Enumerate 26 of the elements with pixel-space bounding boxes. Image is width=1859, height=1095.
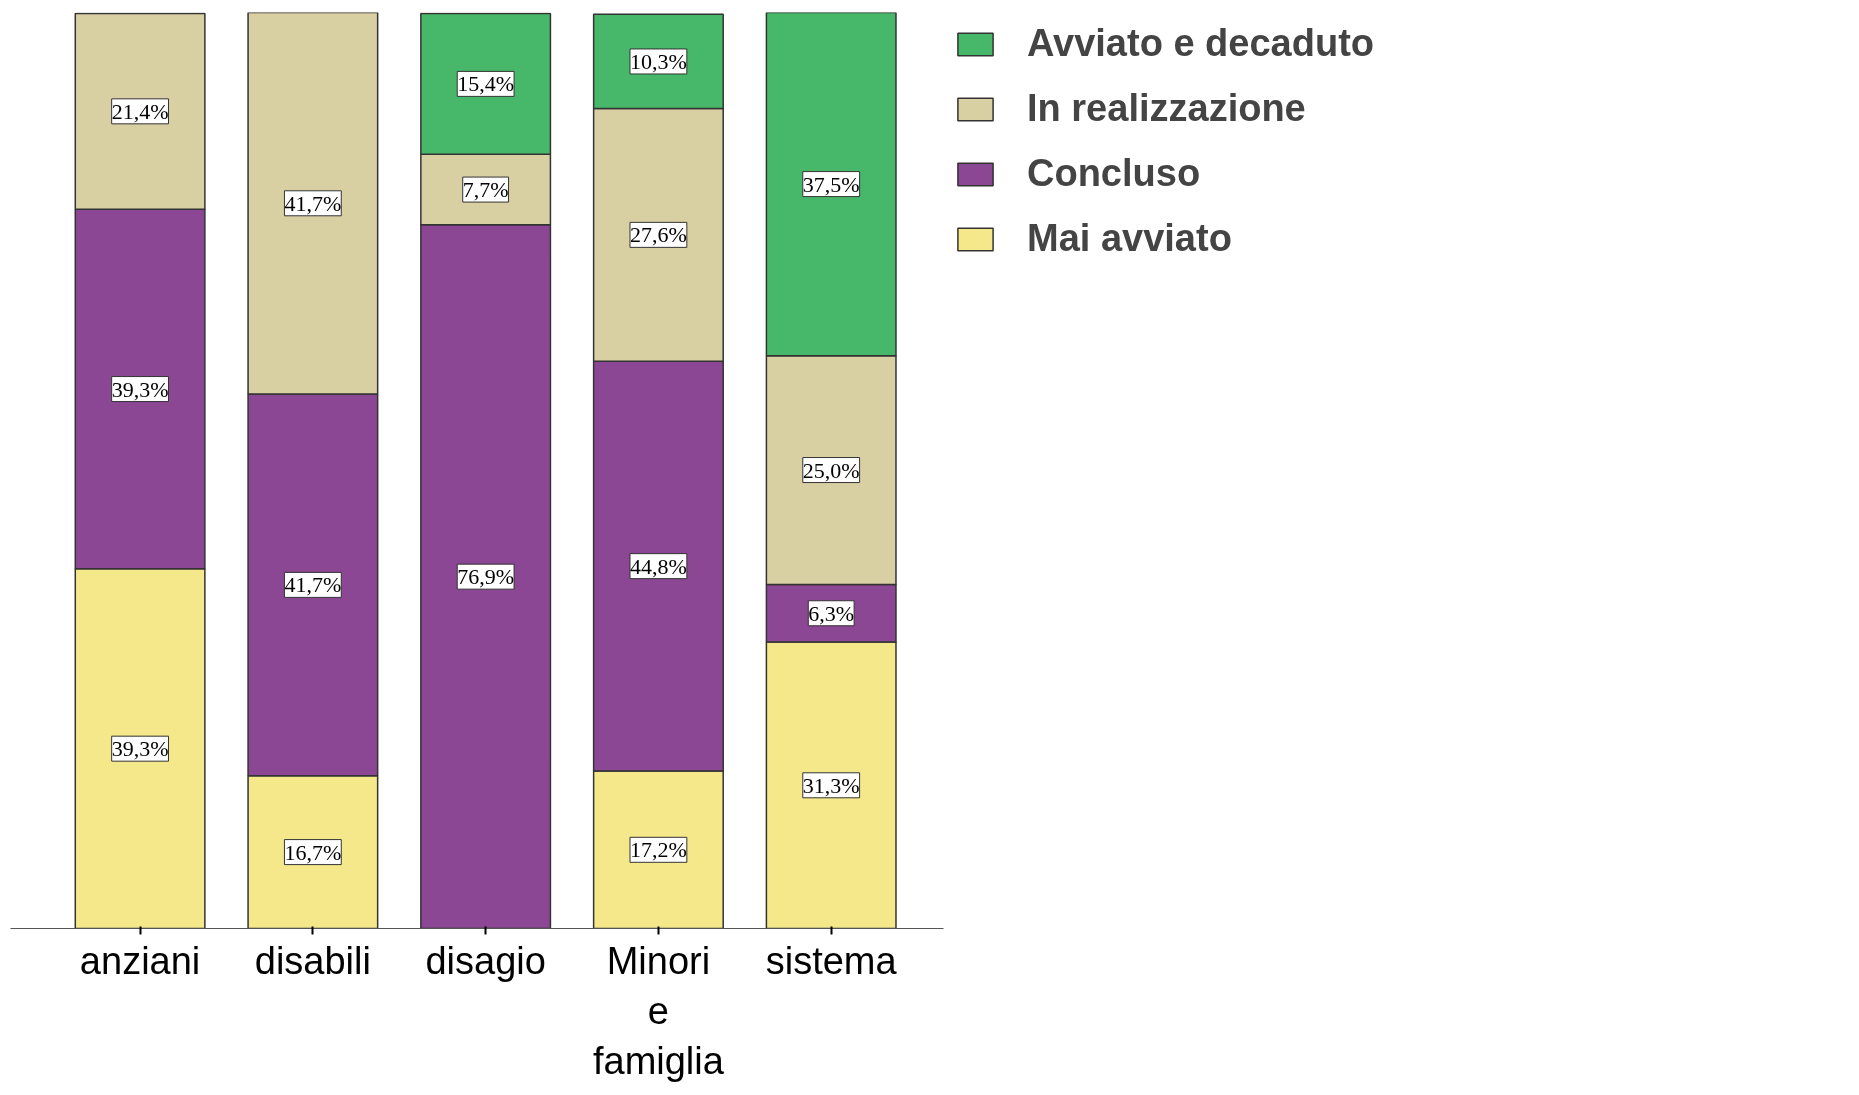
x-tick-label: sistema [765,939,898,982]
data-label: 25,0% [802,457,860,483]
data-label: 27,6% [630,222,687,248]
data-label: 39,3% [111,736,169,762]
data-label: 15,4% [457,71,515,97]
x-tick-label: disabili [254,939,371,982]
data-label: 41,7% [284,572,342,598]
legend-label: Avviato e decaduto [1027,22,1375,65]
data-label: 6,3% [808,600,855,626]
data-label: 44,8% [630,553,687,579]
data-label: 10,3% [630,48,687,74]
x-tick-label: anziani [79,939,201,982]
data-label: 31,3% [802,772,860,798]
data-label: 21,4% [111,98,169,124]
legend-label: In realizzazione [1027,87,1306,130]
data-label: 37,5% [802,171,860,197]
data-label: 39,3% [111,376,169,402]
data-label: 16,7% [284,839,342,865]
x-tick-label: disagio [425,939,546,982]
data-label: 76,9% [457,564,515,590]
x-tick-label: Minori e famiglia [592,939,725,1083]
data-label: 17,2% [630,837,687,863]
legend-label: Concluso [1027,152,1201,195]
legend-label: Mai avviato [1027,217,1232,260]
data-label: 7,7% [462,177,509,203]
data-label: 41,7% [284,190,342,216]
